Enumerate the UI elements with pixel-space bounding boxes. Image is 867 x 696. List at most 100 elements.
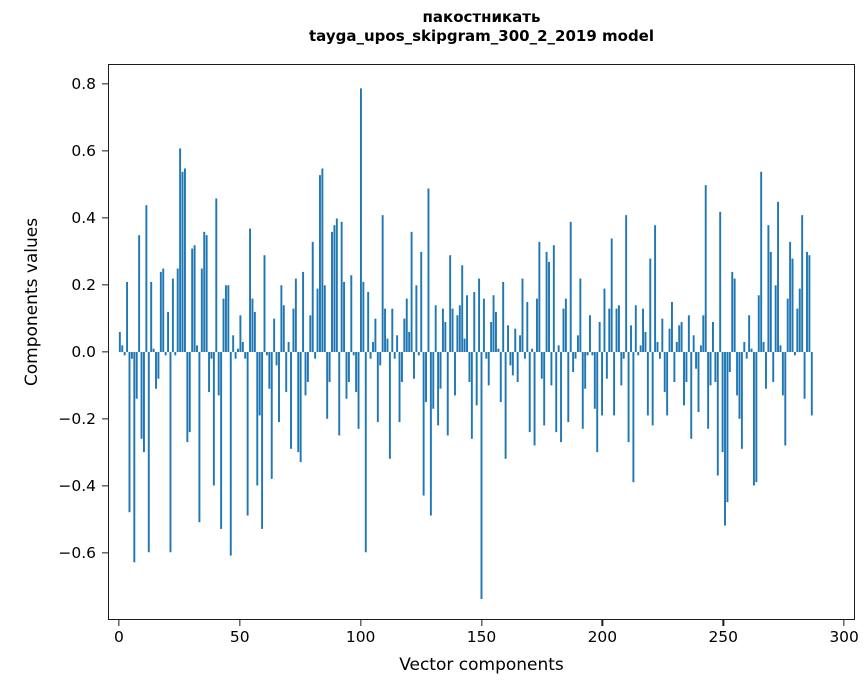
x-tick-label: 150 — [466, 628, 497, 646]
x-tick-mark — [601, 620, 604, 626]
bar — [174, 352, 177, 356]
bar — [328, 352, 331, 383]
bar — [750, 348, 753, 353]
bar — [198, 352, 201, 523]
bar — [350, 275, 353, 353]
bar — [270, 352, 273, 479]
bar — [306, 352, 309, 383]
bar — [733, 278, 736, 353]
bar — [625, 215, 628, 353]
y-tick-mark — [102, 351, 108, 353]
bar — [591, 352, 594, 356]
bar — [569, 221, 572, 353]
y-tick-mark — [102, 217, 108, 219]
bar — [304, 352, 307, 396]
bar — [126, 281, 129, 353]
bar — [454, 352, 456, 396]
bar — [490, 321, 493, 353]
bar — [275, 352, 278, 366]
bar — [155, 352, 157, 389]
bar — [425, 352, 428, 403]
bar — [767, 225, 770, 353]
chart-title-line-2: tayga_upos_skipgram_300_2_2019 model — [309, 27, 654, 46]
plot-axes — [108, 64, 855, 620]
bar — [188, 352, 191, 433]
bar — [470, 352, 473, 439]
bar — [210, 352, 213, 359]
bar — [661, 318, 664, 353]
bar — [598, 321, 601, 353]
bar — [372, 342, 374, 353]
bar — [162, 268, 165, 353]
x-tick-label: 50 — [229, 628, 250, 646]
bar — [157, 352, 160, 379]
bar — [545, 251, 548, 353]
bar — [220, 352, 223, 529]
bar — [229, 352, 232, 556]
bar — [581, 352, 584, 429]
bar — [762, 342, 765, 353]
bar — [239, 315, 242, 353]
bar — [507, 325, 509, 353]
bar — [287, 342, 290, 353]
bar — [449, 255, 452, 353]
x-tick-mark — [480, 620, 483, 626]
bar — [280, 285, 283, 353]
bar — [538, 241, 541, 353]
bar — [531, 348, 534, 353]
bar — [760, 171, 763, 353]
bar — [171, 278, 174, 353]
bar — [359, 88, 362, 353]
bar — [528, 352, 531, 433]
bar — [769, 251, 772, 353]
x-axis-label: Vector components — [399, 655, 564, 675]
bar — [601, 352, 604, 416]
bar — [793, 352, 796, 356]
y-tick-mark — [102, 552, 108, 554]
bar — [388, 352, 391, 459]
bar — [142, 352, 145, 453]
y-tick-label: −0.6 — [58, 544, 96, 562]
bar — [495, 311, 497, 353]
bar — [196, 345, 198, 353]
bar — [728, 352, 731, 373]
bar — [757, 295, 760, 353]
bar — [434, 305, 437, 353]
bar — [437, 352, 440, 426]
bar — [323, 285, 326, 353]
bar — [410, 231, 413, 353]
y-tick-label: −0.2 — [58, 410, 96, 429]
bar — [130, 352, 133, 359]
bar — [316, 288, 319, 353]
x-tick-label: 0 — [113, 628, 124, 646]
bar — [552, 245, 555, 353]
bar — [268, 352, 271, 389]
bar — [249, 228, 252, 353]
bar — [417, 352, 420, 356]
bar — [521, 278, 524, 353]
bar — [193, 245, 196, 353]
bar — [610, 238, 613, 353]
bar — [487, 352, 490, 386]
bar — [258, 352, 261, 416]
bar — [224, 285, 227, 353]
bar — [232, 335, 235, 353]
bar — [362, 281, 365, 353]
bar — [630, 325, 632, 353]
bar — [456, 315, 459, 353]
bar — [458, 305, 461, 353]
bar — [369, 352, 372, 359]
bar — [564, 298, 567, 353]
bar — [432, 352, 435, 409]
bar — [357, 352, 360, 429]
bar — [461, 265, 464, 353]
bar — [203, 231, 206, 353]
bar — [468, 352, 471, 383]
bar — [429, 352, 432, 516]
bar — [463, 338, 466, 353]
bar — [540, 352, 543, 379]
bar — [299, 352, 302, 463]
bar — [603, 288, 606, 353]
bar — [241, 342, 244, 353]
bar — [690, 352, 693, 439]
